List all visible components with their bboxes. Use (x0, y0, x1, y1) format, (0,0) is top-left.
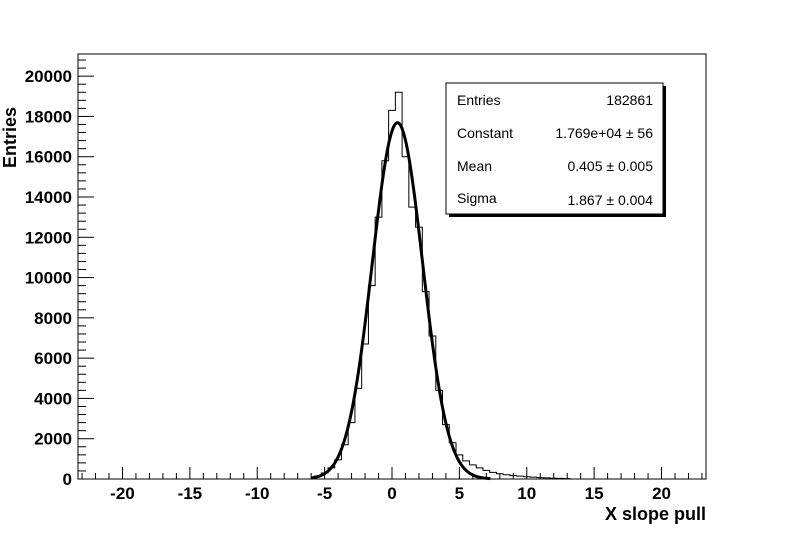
y-tick-label: 14000 (25, 188, 72, 207)
stats-sigma-value: 1.867 ± 0.004 (567, 192, 653, 208)
stats-box: Entries 182861 Constant 1.769e+04 ± 56 M… (445, 82, 666, 217)
stats-box-panel (445, 82, 664, 215)
y-tick-label: 2000 (34, 430, 72, 449)
y-tick-label: 0 (63, 470, 72, 489)
stats-entries-value: 182861 (606, 92, 653, 108)
y-tick-label: 20000 (25, 67, 72, 86)
x-tick-label: -5 (317, 484, 332, 503)
y-tick-label: 12000 (25, 228, 72, 247)
x-tick-label: 0 (387, 484, 396, 503)
x-axis-title: X slope pull (605, 504, 706, 524)
gaussian-fit-curve (310, 121, 491, 481)
y-tick-label: 8000 (34, 309, 72, 328)
y-tick-label: 10000 (25, 269, 72, 288)
x-tick-label: 5 (455, 484, 464, 503)
x-tick-label: -10 (245, 484, 270, 503)
y-tick-label: 4000 (34, 389, 72, 408)
y-axis: 0 2000 4000 6000 8000 10000 12000 14000 16000 180… (25, 59, 94, 489)
stats-mean-label: Mean (457, 158, 492, 174)
x-tick-label: -20 (110, 484, 135, 503)
x-tick-label: 20 (652, 484, 671, 503)
x-tick-label: 15 (585, 484, 604, 503)
y-axis-title: Entries (0, 107, 20, 168)
stats-mean-value: 0.405 ± 0.005 (567, 158, 653, 174)
stats-entries-label: Entries (457, 92, 501, 108)
y-tick-label: 6000 (34, 349, 72, 368)
x-tick-label: 10 (517, 484, 536, 503)
x-axis: -20 -15 -10 -5 0 5 10 15 20 (81, 467, 703, 503)
y-tick-label: 18000 (25, 107, 72, 126)
x-tick-label: -15 (178, 484, 203, 503)
stats-constant-label: Constant (457, 125, 513, 141)
stats-sigma-label: Sigma (457, 190, 497, 206)
y-tick-label: 16000 (25, 148, 72, 167)
stats-constant-value: 1.769e+04 ± 56 (555, 125, 653, 141)
